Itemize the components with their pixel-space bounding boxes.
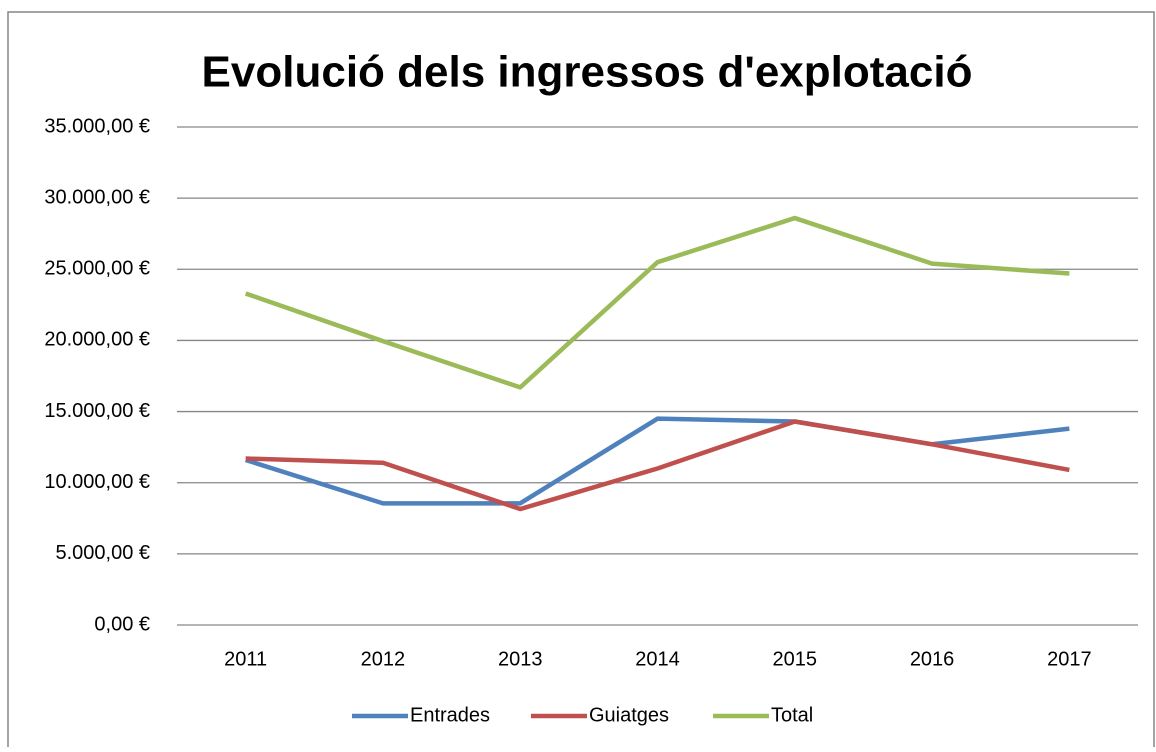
y-tick-label: 5.000,00 € (55, 542, 150, 564)
y-tick-label: 35.000,00 € (44, 115, 150, 137)
x-tick-label: 2013 (498, 648, 543, 670)
legend-label: Entrades (410, 704, 490, 726)
x-tick-label: 2017 (1047, 648, 1092, 670)
x-tick-label: 2015 (773, 648, 818, 670)
y-tick-label: 0,00 € (94, 613, 150, 635)
legend-label: Total (771, 704, 813, 726)
y-tick-label: 30.000,00 € (44, 186, 150, 208)
legend-label: Guiatges (589, 704, 669, 726)
x-tick-label: 2016 (910, 648, 955, 670)
y-tick-label: 10.000,00 € (44, 471, 150, 493)
chart-title: Evolució dels ingressos d'explotació (202, 48, 973, 97)
x-tick-label: 2012 (361, 648, 406, 670)
y-tick-label: 25.000,00 € (44, 258, 150, 280)
chart-frame (7, 11, 1155, 752)
y-tick-label: 20.000,00 € (44, 329, 150, 351)
series-line (244, 215, 1070, 390)
x-tick-label: 2011 (224, 648, 267, 670)
x-tick-label: 2014 (635, 648, 680, 670)
series-line (245, 419, 1070, 512)
y-tick-label: 15.000,00 € (44, 400, 150, 422)
